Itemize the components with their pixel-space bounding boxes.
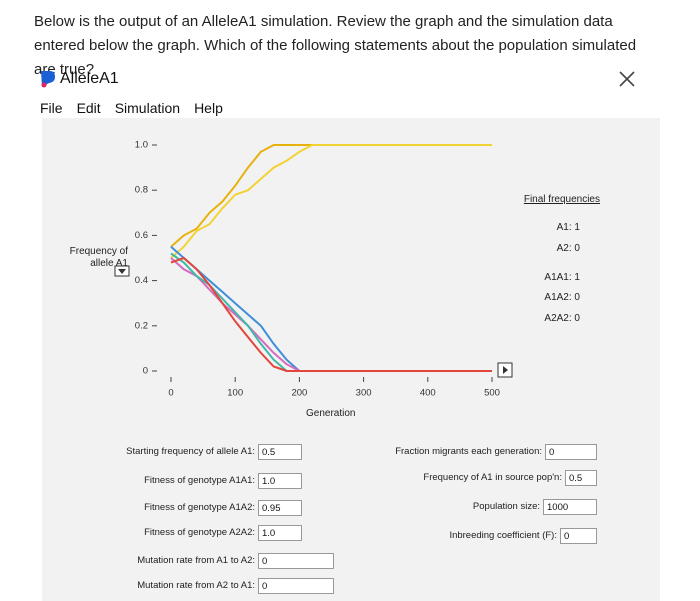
final-frequency: A1A1: 1 — [544, 272, 580, 283]
x-tick-label: 0 — [168, 388, 173, 399]
window-title: AlleleA1 — [60, 70, 119, 87]
series-line — [170, 144, 492, 248]
x-axis-label: Generation — [306, 408, 356, 419]
y-tick-label: 0.2 — [135, 320, 148, 331]
parameter-input[interactable]: 1.0 — [258, 473, 302, 489]
parameter-label: Frequency of A1 in source pop'n: — [423, 472, 562, 483]
series-line — [170, 245, 492, 372]
parameter-label: Mutation rate from A2 to A1: — [137, 580, 255, 591]
y-tick-label: 0.6 — [135, 230, 148, 241]
menu-item[interactable]: File — [40, 100, 63, 116]
parameter-label: Starting frequency of allele A1: — [126, 446, 255, 457]
simulation-panel — [42, 118, 660, 601]
x-tick-label: 100 — [227, 388, 243, 399]
series-line — [170, 256, 492, 372]
final-frequency: A2: 0 — [556, 243, 580, 254]
x-tick-label: 200 — [291, 388, 307, 399]
parameter-input[interactable]: 1.0 — [258, 525, 302, 541]
parameter-label: Fitness of genotype A1A1: — [144, 475, 255, 486]
parameter-label: Mutation rate from A1 to A2: — [137, 555, 255, 566]
menu-item[interactable]: Help — [194, 100, 223, 116]
parameter-input[interactable]: 0 — [258, 578, 334, 594]
y-tick-label: 1.0 — [135, 140, 148, 151]
parameter-label: Fitness of genotype A2A2: — [144, 527, 255, 538]
series-line — [170, 252, 492, 372]
parameter-input[interactable]: 0.5 — [565, 470, 597, 486]
final-frequency: A2A2: 0 — [544, 313, 580, 324]
parameter-input[interactable]: 0 — [545, 444, 597, 460]
final-frequency: A1: 1 — [556, 222, 580, 233]
menu-item[interactable]: Edit — [76, 100, 101, 116]
x-tick-label: 500 — [484, 388, 500, 399]
close-button[interactable] — [618, 70, 636, 88]
y-tick-label: 0.4 — [135, 275, 148, 286]
series-line — [170, 257, 492, 372]
parameter-input[interactable]: 0.5 — [258, 444, 302, 460]
menu-item[interactable]: Simulation — [114, 100, 181, 116]
y-tick-label: 0 — [143, 366, 148, 377]
series-line — [170, 144, 492, 259]
parameter-input[interactable]: 0 — [560, 528, 597, 544]
final-frequency: A1A2: 0 — [544, 292, 580, 303]
parameter-label: Fitness of genotype A1A2: — [144, 502, 255, 513]
menu-bar: File Edit Simulation Help — [40, 100, 237, 116]
parameter-label: Population size: — [472, 501, 540, 512]
parameter-input[interactable]: 1000 — [543, 499, 597, 515]
y-axis-label: Frequency of allele A1 — [69, 246, 128, 269]
parameter-label: Inbreeding coefficient (F): — [449, 530, 557, 541]
app-icon — [41, 71, 55, 88]
x-tick-label: 300 — [356, 388, 372, 399]
parameter-input[interactable]: 0.95 — [258, 500, 302, 516]
y-tick-label: 0.8 — [135, 185, 148, 196]
parameter-input[interactable]: 0 — [258, 553, 334, 569]
parameter-label: Fraction migrants each generation: — [395, 446, 542, 457]
x-tick-label: 400 — [420, 388, 436, 399]
final-frequencies-title: Final frequencies — [523, 194, 600, 205]
